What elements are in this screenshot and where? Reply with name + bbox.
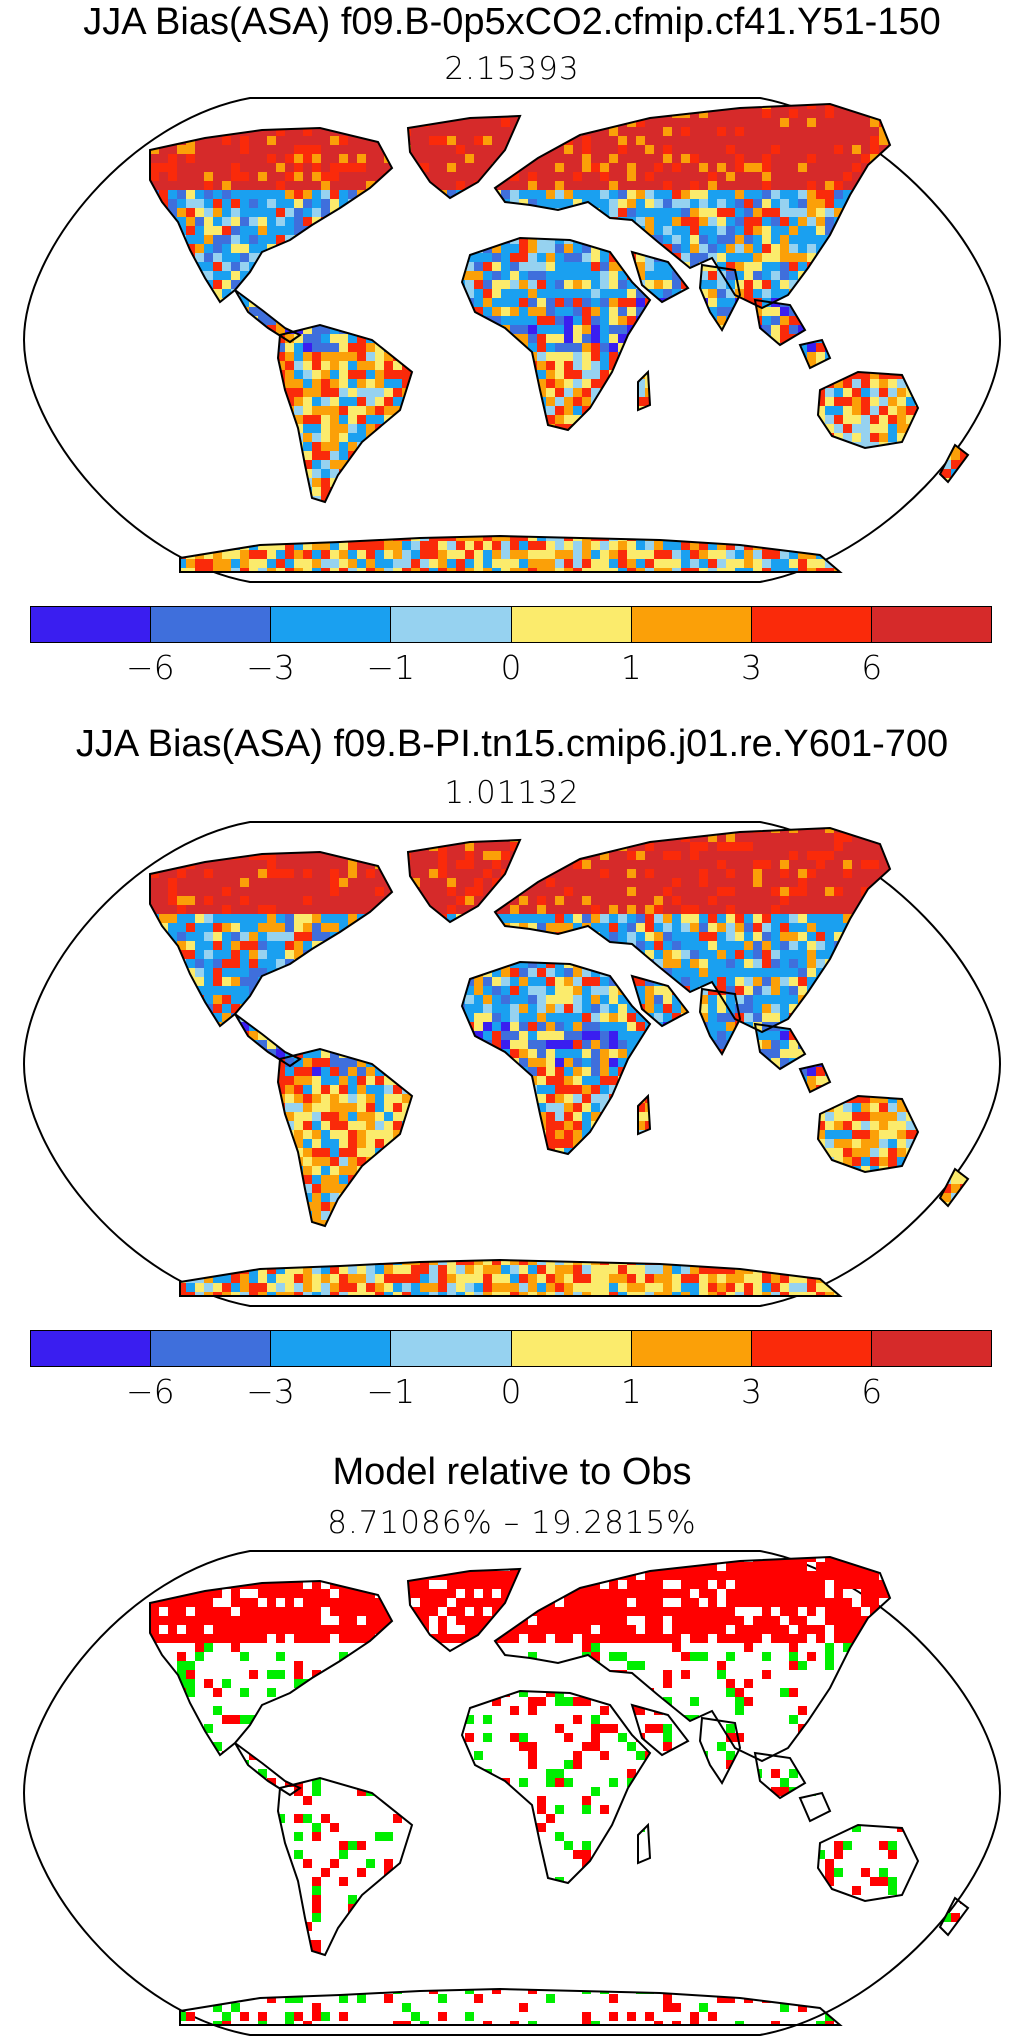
coastlines [149, 826, 970, 1297]
panel2-global-mean: 1.01132 [444, 775, 580, 811]
panel2-map [22, 821, 1002, 1307]
colorbar-swatch-3 [391, 1331, 512, 1366]
panel1-map [22, 97, 1002, 583]
colorbar-swatch-3 [391, 607, 512, 642]
colorbar-tick-label: 3 [741, 648, 762, 687]
panel1-title: JJA Bias(ASA) f09.B-0p5xCO2.cfmip.cf41.Y… [83, 1, 941, 43]
panel1-global-mean: 2.15393 [444, 51, 580, 87]
colorbar-tick-label: −1 [366, 648, 416, 687]
coastlines [149, 102, 970, 573]
colorbar-tick-label: −6 [125, 648, 175, 687]
colorbar-tick-label: 1 [620, 648, 642, 687]
colorbar-swatch-0 [31, 1331, 152, 1366]
colorbar-tick-label: 6 [861, 1372, 883, 1411]
panel1-colorbar [30, 606, 992, 643]
panel2-colorbar [30, 1330, 992, 1367]
colorbar-swatch-4 [511, 607, 632, 642]
panel2-title: JJA Bias(ASA) f09.B-PI.tn15.cmip6.j01.re… [75, 723, 949, 765]
colorbar-tick-label: 0 [500, 648, 522, 687]
colorbar-tick-label: 1 [620, 1372, 642, 1411]
colorbar-swatch-1 [151, 607, 272, 642]
colorbar-tick-label: 3 [741, 1372, 762, 1411]
colorbar-swatch-4 [511, 1331, 632, 1366]
colorbar-swatch-7 [871, 607, 991, 642]
colorbar-tick-label: −6 [125, 1372, 175, 1411]
colorbar-swatch-7 [871, 1331, 991, 1366]
coastlines [149, 1555, 970, 2026]
colorbar-swatch-2 [271, 607, 392, 642]
colorbar-tick-label: −3 [246, 648, 295, 687]
colorbar-tick-label: 0 [500, 1372, 522, 1411]
colorbar-swatch-5 [631, 1331, 752, 1366]
panel3-map [22, 1550, 1002, 2036]
colorbar-tick-label: 6 [861, 648, 883, 687]
colorbar-tick-label: −3 [246, 1372, 295, 1411]
colorbar-swatch-6 [751, 1331, 872, 1366]
colorbar-swatch-1 [151, 1331, 272, 1366]
panel3-range: 8.71086% – 19.2815% [327, 1505, 697, 1541]
colorbar-tick-label: −1 [366, 1372, 416, 1411]
colorbar-swatch-6 [751, 607, 872, 642]
colorbar-swatch-0 [31, 607, 152, 642]
colorbar-swatch-2 [271, 1331, 392, 1366]
panel3-title: Model relative to Obs [332, 1451, 692, 1493]
colorbar-swatch-5 [631, 607, 752, 642]
